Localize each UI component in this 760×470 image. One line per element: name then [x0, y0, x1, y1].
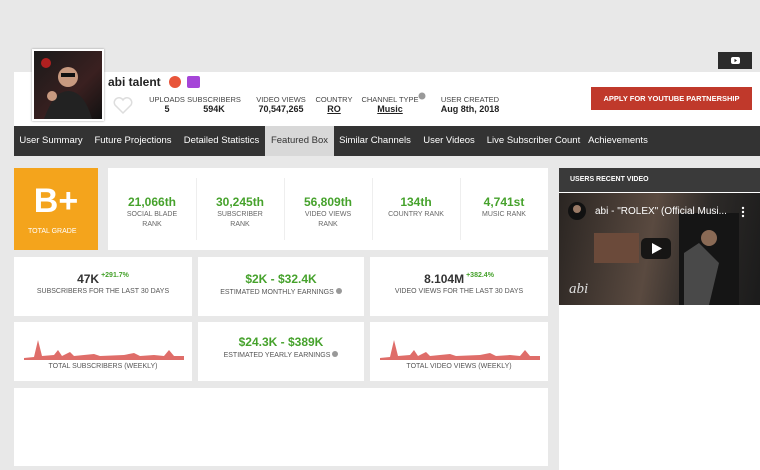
video-title: abi - "ROLEX" (Official Musi... — [595, 206, 727, 217]
nav-bar — [14, 126, 760, 156]
avatar-image — [41, 58, 92, 119]
rank-label: VIDEO VIEWS RANK — [304, 211, 352, 228]
stat-label: SUBSCRIBERS — [187, 95, 241, 104]
help-icon[interactable] — [418, 92, 426, 100]
card-value: 8.104M +382.4% — [424, 272, 494, 286]
rank-value: 30,245th — [215, 195, 265, 209]
video-art — [568, 202, 745, 305]
stat-card: TOTAL SUBSCRIBERS (WEEKLY) — [14, 322, 192, 381]
grade-label: TOTAL GRADE — [28, 228, 77, 235]
rank-label: SUBSCRIBER RANK — [217, 211, 263, 228]
divider — [196, 178, 197, 240]
avatar — [32, 49, 104, 121]
card-label: VIDEO VIEWS FOR THE LAST 30 DAYS — [394, 288, 524, 295]
rank-label: SOCIAL BLADE RANK — [126, 211, 178, 228]
stat-card: $2K - $32.4K ESTIMATED MONTHLY EARNINGS — [198, 257, 364, 316]
nav-item[interactable]: User Summary — [19, 135, 83, 146]
stat-value: 5 — [164, 104, 170, 114]
video-watermark: abi — [569, 281, 589, 297]
nav-item[interactable]: Live Subscriber Count — [486, 135, 581, 146]
nav-item[interactable]: Similar Channels — [339, 135, 411, 146]
nav-item[interactable]: Future Projections — [94, 135, 172, 146]
empty-panel — [14, 388, 548, 466]
partnership-button[interactable]: APPLY FOR YOUTUBE PARTNERSHIP — [591, 87, 752, 110]
stat-label: CHANNEL TYPE — [345, 92, 435, 104]
youtube-button[interactable] — [718, 52, 752, 69]
stat-label: USER CREATED — [440, 95, 500, 104]
nav-item[interactable]: Achievements — [588, 135, 648, 146]
rank-label: COUNTRY RANK — [388, 211, 444, 218]
nav-item[interactable]: Detailed Statistics — [183, 135, 260, 146]
stat-card: TOTAL VIDEO VIEWS (WEEKLY) — [370, 322, 548, 381]
card-change: +291.7% — [101, 272, 129, 279]
card-label: TOTAL SUBSCRIBERS (WEEKLY) — [48, 363, 158, 370]
rank-value: 134th — [400, 195, 432, 209]
nav-item[interactable]: Featured Box — [265, 126, 334, 156]
rank-value: 4,741st — [483, 195, 525, 209]
stat-value: 594K — [203, 104, 225, 114]
video-thumbnail[interactable]: abi - "ROLEX" (Official Musi... abi — [559, 193, 760, 305]
stat-value: 70,547,265 — [258, 104, 304, 114]
nav-item[interactable]: User Videos — [423, 135, 475, 146]
divider — [284, 178, 285, 240]
channel-name: abi talent — [108, 75, 161, 89]
grade-box: B+ TOTAL GRADE — [14, 168, 98, 250]
favorite-heart[interactable] — [112, 96, 134, 116]
sparkline — [380, 340, 540, 360]
divider — [460, 178, 461, 240]
card-value: 47K +291.7% — [77, 272, 129, 286]
stat-value[interactable]: Music — [377, 104, 403, 114]
card-value: $24.3K - $389K — [238, 335, 324, 349]
divider — [372, 178, 373, 240]
card-value: $2K - $32.4K — [245, 272, 317, 286]
card-label: TOTAL VIDEO VIEWS (WEEKLY) — [406, 363, 512, 370]
stat-card: $24.3K - $389K ESTIMATED YEARLY EARNINGS — [198, 322, 364, 381]
youtube-icon — [731, 57, 740, 64]
card-label: ESTIMATED MONTHLY EARNINGS — [198, 288, 364, 296]
recent-video-heading: USERS RECENT VIDEO — [570, 176, 649, 183]
stat-value: Aug 8th, 2018 — [440, 104, 500, 114]
stat-card: 47K +291.7% SUBSCRIBERS FOR THE LAST 30 DA… — [14, 257, 192, 316]
stat-label: UPLOADS — [149, 95, 185, 104]
help-icon[interactable] — [332, 351, 339, 357]
stat-label: COUNTRY — [315, 95, 353, 104]
ranks-box — [108, 168, 548, 250]
stat-label: VIDEO VIEWS — [256, 95, 306, 104]
stat-value[interactable]: RO — [327, 104, 341, 114]
grade-value: B+ — [33, 182, 79, 220]
recent-video-heading-bar — [559, 168, 760, 192]
rank-value: 21,066th — [127, 195, 177, 209]
card-label: SUBSCRIBERS FOR THE LAST 30 DAYS — [36, 288, 170, 295]
rank-value: 56,809th — [303, 195, 353, 209]
sparkline — [24, 340, 184, 360]
card-label: ESTIMATED YEARLY EARNINGS — [198, 351, 364, 359]
card-change: +382.4% — [466, 272, 494, 279]
rank-label: MUSIC RANK — [482, 211, 526, 218]
stat-card: 8.104M +382.4% VIDEO VIEWS FOR THE LAST 30… — [370, 257, 548, 316]
badges — [169, 76, 200, 88]
help-icon[interactable] — [335, 288, 342, 294]
